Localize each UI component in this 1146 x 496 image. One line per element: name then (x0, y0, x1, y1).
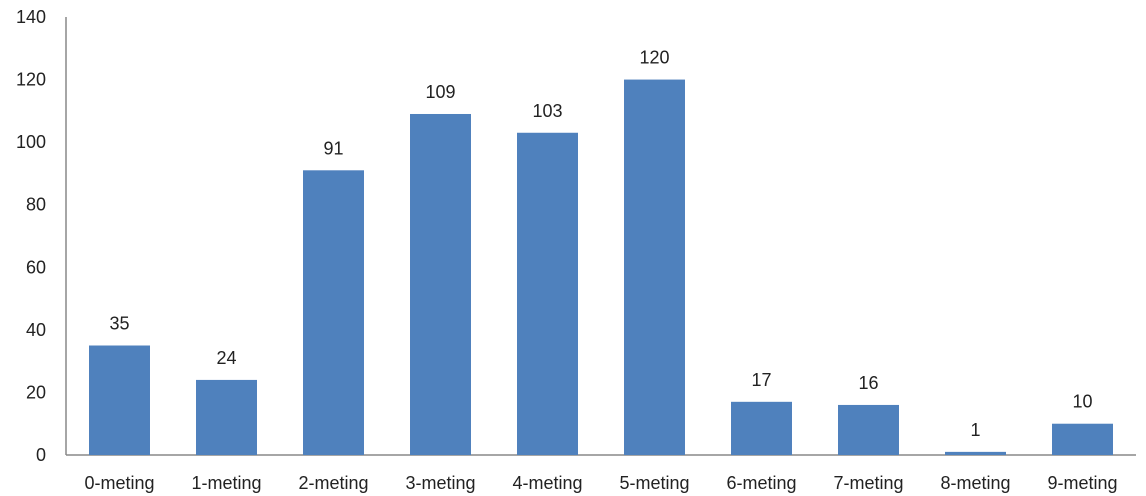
y-tick-label: 40 (26, 320, 46, 340)
bar-value-label: 10 (1072, 392, 1092, 412)
bar (731, 401, 792, 455)
x-category-label: 9-meting (1047, 473, 1117, 493)
category-labels-group: 0-meting 1-meting 2-meting 3-meting 4-meting… (84, 473, 1117, 493)
x-category-label: 1-meting (191, 473, 261, 493)
x-category-label: 6-meting (726, 473, 796, 493)
bar (303, 170, 364, 456)
bar (624, 79, 685, 456)
bar (410, 113, 471, 455)
bar-value-label: 16 (858, 373, 878, 393)
x-category-label: 2-meting (298, 473, 368, 493)
bar-value-label: 120 (639, 48, 669, 68)
bar (89, 345, 150, 455)
bar (1052, 423, 1113, 455)
y-tick-label: 80 (26, 195, 46, 215)
x-category-label: 4-meting (512, 473, 582, 493)
bar-value-label: 35 (109, 314, 129, 334)
y-axis-ticks: 0 20 40 60 80 100 120 140 (16, 7, 46, 465)
data-labels-group: 35 24 91 109 103 120 17 16 1 10 (109, 48, 1092, 440)
y-tick-label: 100 (16, 132, 46, 152)
y-tick-label: 120 (16, 70, 46, 90)
x-category-label: 8-meting (940, 473, 1010, 493)
bar-value-label: 24 (216, 348, 236, 368)
bar-value-label: 103 (532, 101, 562, 121)
x-category-label: 0-meting (84, 473, 154, 493)
y-tick-label: 0 (36, 445, 46, 465)
bar (196, 379, 257, 455)
bar (945, 451, 1006, 455)
y-tick-label: 60 (26, 257, 46, 277)
bars-group (89, 79, 1113, 456)
bar-value-label: 17 (751, 370, 771, 390)
x-category-label: 5-meting (619, 473, 689, 493)
y-tick-label: 20 (26, 382, 46, 402)
x-category-label: 7-meting (833, 473, 903, 493)
x-category-label: 3-meting (405, 473, 475, 493)
bar (838, 404, 899, 455)
bar-value-label: 109 (425, 82, 455, 102)
bar (517, 132, 578, 455)
bar-value-label: 91 (323, 138, 343, 158)
bar-value-label: 1 (970, 420, 980, 440)
y-tick-label: 140 (16, 7, 46, 27)
